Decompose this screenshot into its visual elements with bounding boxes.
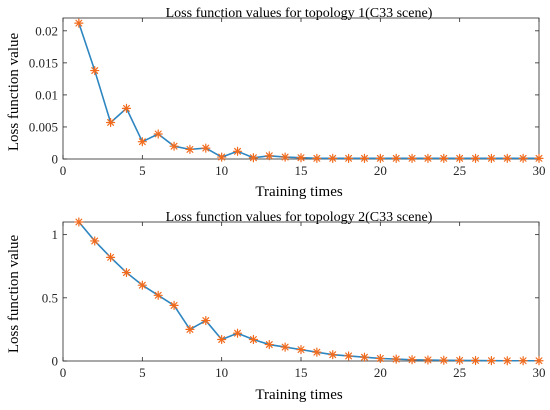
x-tick-label: 0 [60, 163, 67, 178]
data-point-marker [407, 153, 417, 163]
data-point-marker [74, 18, 84, 28]
data-point-marker [296, 153, 306, 163]
data-point-marker [169, 300, 179, 310]
x-tick-label: 15 [295, 163, 308, 178]
x-tick-label: 30 [533, 163, 546, 178]
data-point-marker [344, 351, 354, 361]
data-point-marker [502, 153, 512, 163]
data-point-marker [153, 129, 163, 139]
data-point-marker [518, 356, 528, 366]
data-point-marker [359, 352, 370, 362]
y-tick-label: 0.5 [42, 290, 58, 305]
loss-series-line [78, 221, 539, 362]
data-point-marker [486, 153, 496, 163]
y-tick-label: 0.005 [29, 119, 58, 134]
data-point-marker [169, 141, 179, 151]
data-point-marker [201, 143, 211, 153]
x-tick-label: 15 [295, 365, 308, 380]
data-point-marker [248, 334, 258, 345]
x-tick-label: 0 [60, 365, 67, 380]
data-point-marker [534, 356, 544, 366]
data-point-marker [486, 356, 496, 366]
x-tick-label: 5 [139, 365, 146, 380]
plot-area-frame [62, 17, 540, 160]
data-point-marker [423, 355, 433, 365]
data-point-marker [534, 153, 544, 163]
data-point-marker [232, 328, 243, 338]
loss-series-markers [74, 217, 544, 366]
data-point-marker [344, 153, 354, 163]
data-point-marker [375, 353, 385, 364]
data-point-marker [439, 153, 449, 163]
axis-ticks: 0 5 10 15 20 25 30 0 0.005 0.01 0.015 0.02 [29, 18, 546, 178]
data-point-marker [502, 356, 512, 366]
data-point-marker [185, 324, 195, 335]
x-tick-label: 20 [374, 365, 387, 380]
loss-series-markers [74, 18, 544, 163]
x-tick-label: 5 [139, 163, 146, 178]
x-tick-label: 20 [374, 163, 387, 178]
data-point-marker [470, 355, 481, 366]
y-tick-label: 0 [52, 354, 59, 369]
data-point-marker [423, 153, 433, 163]
axis-ticks: 0 5 10 15 20 25 30 0 0.5 1 [42, 222, 546, 380]
x-tick-label: 25 [453, 365, 466, 380]
data-point-marker [74, 217, 84, 227]
data-point-marker [153, 290, 163, 300]
data-point-marker [391, 153, 401, 163]
x-tick-label: 10 [215, 163, 228, 178]
x-tick-label: 10 [215, 365, 228, 380]
data-point-marker [105, 252, 116, 262]
data-point-marker [217, 152, 227, 162]
data-point-marker [280, 342, 290, 352]
y-tick-label: 0 [52, 152, 59, 167]
data-point-marker [121, 103, 132, 113]
data-point-marker [375, 153, 385, 163]
y-tick-label: 0.01 [35, 87, 58, 102]
x-axis-label: Training times [255, 387, 343, 403]
data-point-marker [391, 354, 401, 364]
y-tick-label: 0.02 [35, 23, 58, 38]
data-point-marker [217, 334, 227, 345]
data-point-marker [455, 153, 465, 163]
x-axis-label: Training times [255, 184, 343, 200]
plot-area-frame [62, 221, 540, 362]
x-tick-label: 25 [453, 163, 466, 178]
y-tick-label: 0.015 [29, 55, 58, 70]
data-point-marker [455, 355, 465, 365]
data-point-marker [359, 153, 370, 163]
data-point-marker [328, 153, 338, 163]
data-point-marker [232, 146, 243, 156]
data-point-marker [407, 355, 417, 365]
chart-panel-topology-1: Loss function values for topology 1(C33 … [6, 6, 546, 200]
data-point-marker [137, 137, 147, 147]
data-point-marker [328, 350, 338, 360]
data-point-marker [296, 345, 306, 355]
data-point-marker [518, 153, 528, 163]
data-point-marker [470, 153, 481, 163]
loss-series-line [78, 22, 539, 160]
data-point-marker [185, 144, 195, 154]
data-point-marker [201, 315, 211, 326]
data-point-marker [121, 267, 132, 278]
data-point-marker [137, 280, 147, 290]
data-point-marker [312, 347, 322, 357]
y-axis-label: Loss function value [6, 33, 22, 152]
data-point-marker [105, 117, 116, 128]
data-point-marker [280, 152, 290, 162]
y-tick-label: 1 [52, 227, 59, 242]
chart-title: Loss function values for topology 1(C33 … [166, 6, 433, 21]
data-point-marker [248, 153, 258, 163]
chart-panel-topology-2: Loss function values for topology 2(C33 … [6, 210, 546, 403]
data-point-marker [264, 151, 274, 161]
data-point-marker [90, 236, 100, 246]
y-axis-label: Loss function value [6, 235, 22, 354]
data-point-marker [90, 65, 100, 76]
chart-title: Loss function values for topology 2(C33 … [166, 210, 433, 225]
data-point-marker [439, 355, 449, 365]
data-point-marker [312, 153, 322, 163]
x-tick-label: 30 [533, 365, 546, 380]
data-point-marker [264, 339, 274, 350]
